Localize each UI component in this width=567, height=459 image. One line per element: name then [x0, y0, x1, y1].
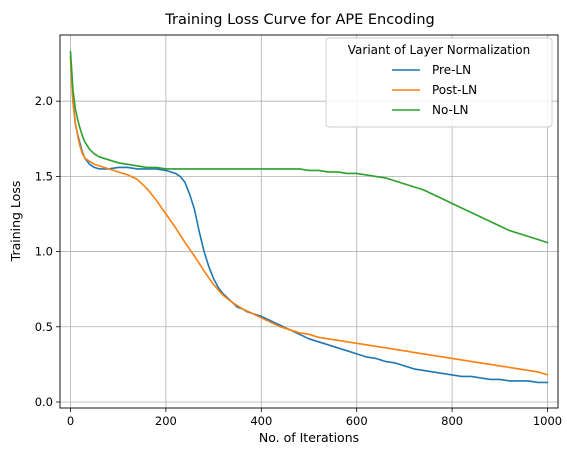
series-line-no-ln	[69, 50, 549, 244]
x-axis-label: No. of Iterations	[259, 430, 359, 445]
series-line-post-ln	[69, 58, 549, 376]
legend-label-no-ln: No-LN	[432, 103, 469, 117]
axis-ticks: 0 200 400 600 800 1000 0.0 0.5 1.0 1.5 2.0	[35, 94, 562, 428]
legend-label-post-ln: Post-LN	[432, 83, 477, 97]
y-tick-label: 0.5	[35, 320, 53, 334]
y-axis-label: Training Loss	[8, 181, 23, 263]
legend: Variant of Layer Normalization Pre-LN Pos…	[325, 37, 553, 128]
x-tick-label: 200	[155, 414, 177, 428]
legend-box	[325, 37, 553, 128]
x-tick-label: 1000	[533, 414, 562, 428]
series-lines	[69, 50, 549, 384]
x-tick-label: 0	[67, 414, 74, 428]
x-tick-label: 800	[441, 414, 463, 428]
legend-label-pre-ln: Pre-LN	[432, 63, 471, 77]
x-tick-label: 600	[346, 414, 368, 428]
x-tick-label: 400	[250, 414, 272, 428]
chart-title: Training Loss Curve for APE Encoding	[164, 12, 434, 28]
y-tick-label: 1.5	[35, 169, 53, 183]
legend-title: Variant of Layer Normalization	[348, 43, 530, 57]
y-tick-label: 0.0	[35, 395, 53, 409]
plot-frame	[59, 34, 559, 409]
y-tick-label: 2.0	[35, 94, 53, 108]
y-tick-label: 1.0	[35, 245, 53, 259]
legend-entries: Pre-LN Post-LN No-LN	[392, 63, 477, 117]
